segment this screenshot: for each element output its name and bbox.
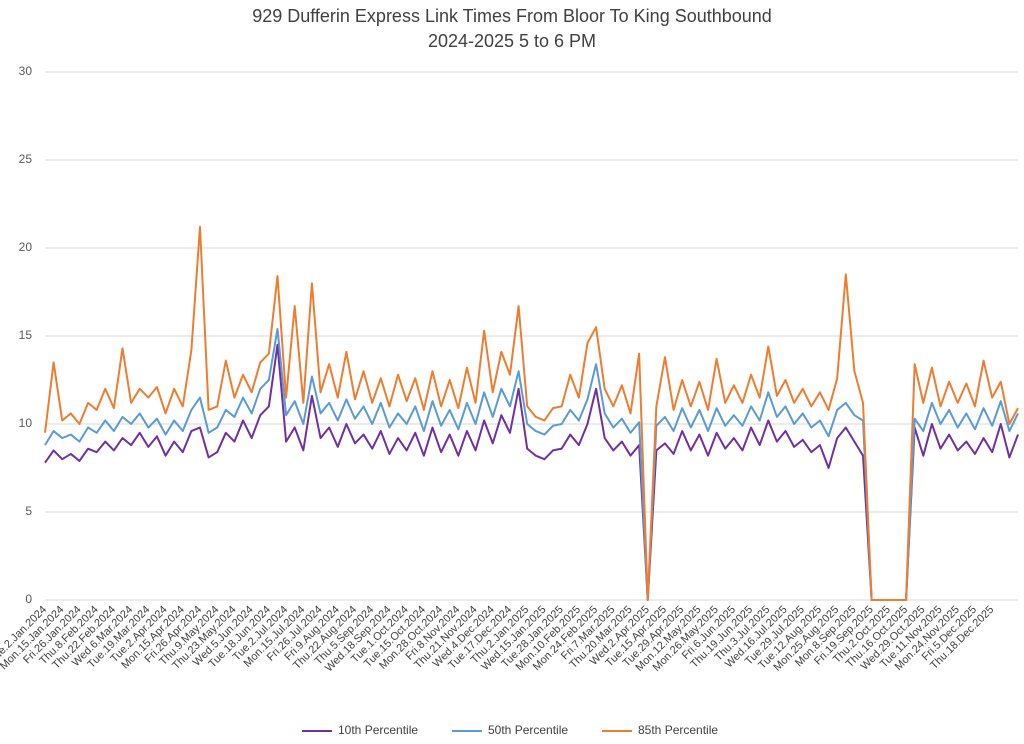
legend-label: 85th Percentile [638,723,718,737]
series-line [44,225,1019,601]
legend-label: 10th Percentile [338,723,418,737]
chart-title: 929 Dufferin Express Link Times From Blo… [252,6,772,26]
y-tick-label: 0 [25,592,32,606]
y-tick-label: 20 [19,240,33,254]
y-tick-label: 25 [19,152,33,166]
series-line [44,327,1019,601]
legend-label: 50th Percentile [488,723,568,737]
y-tick-label: 5 [25,504,32,518]
y-tick-label: 30 [19,64,33,78]
series-line [44,343,1019,601]
y-tick-label: 10 [19,416,33,430]
y-tick-label: 15 [19,328,33,342]
chart-subtitle: 2024-2025 5 to 6 PM [428,31,596,51]
